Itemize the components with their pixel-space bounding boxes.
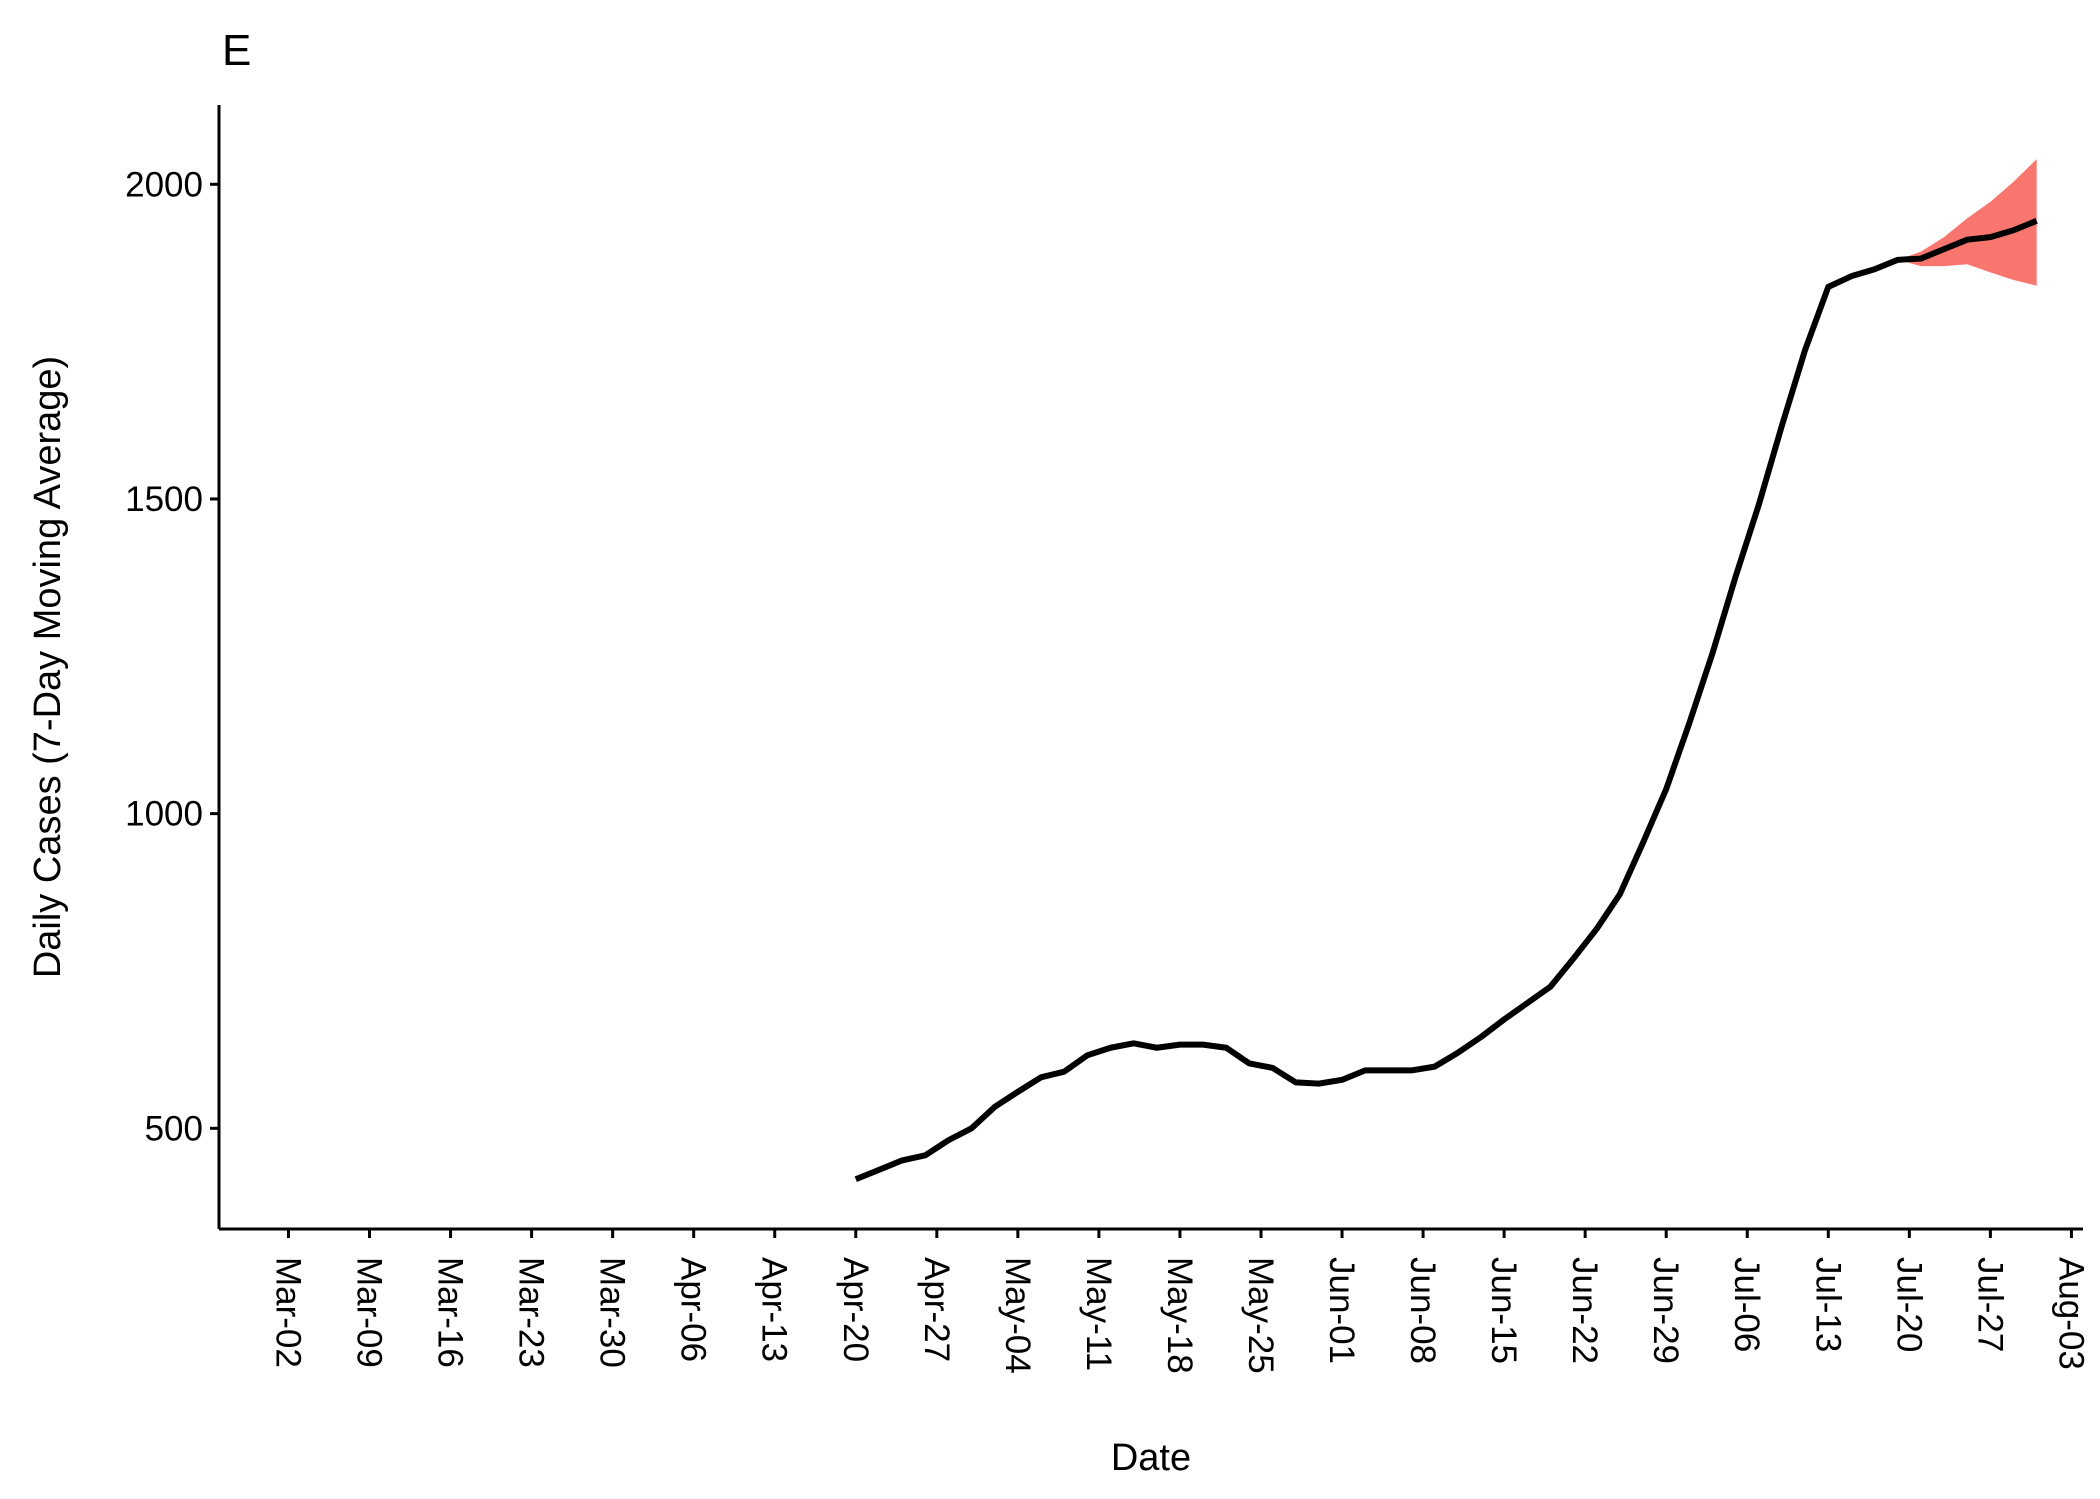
x-tick-label: May-11 — [1079, 1257, 1118, 1371]
y-tick-label: 1500 — [125, 480, 203, 519]
x-axis-title: Date — [1111, 1437, 1191, 1479]
y-tick-label: 500 — [145, 1109, 203, 1148]
x-tick-label: May-04 — [998, 1257, 1037, 1374]
x-tick-label: Jul-20 — [1889, 1257, 1928, 1352]
x-tick-label: Jun-01 — [1322, 1257, 1361, 1364]
x-tick-label: Jun-22 — [1565, 1257, 1604, 1364]
x-tick-label: Apr-13 — [755, 1257, 794, 1362]
x-tick-label: Jul-13 — [1808, 1257, 1847, 1352]
x-tick-label: Mar-30 — [593, 1257, 632, 1368]
x-tick-label: Mar-23 — [512, 1257, 551, 1368]
chart-title: E — [222, 26, 251, 75]
y-axis-title: Daily Cases (7-Day Moving Average) — [27, 356, 69, 978]
x-tick-label: Apr-06 — [674, 1257, 713, 1362]
confidence-band — [1897, 159, 2037, 286]
x-tick-label: Aug-03 — [2051, 1257, 2090, 1370]
x-tick-label: Jun-08 — [1403, 1257, 1442, 1364]
y-tick-label: 1000 — [125, 795, 203, 834]
x-tick-label: Mar-09 — [350, 1257, 389, 1368]
y-tick-label: 2000 — [125, 165, 203, 204]
x-tick-label: Jun-29 — [1646, 1257, 1685, 1364]
x-tick-label: May-25 — [1241, 1257, 1280, 1374]
x-tick-label: Mar-16 — [431, 1257, 470, 1368]
x-tick-label: May-18 — [1160, 1257, 1199, 1374]
x-tick-label: Jun-15 — [1484, 1257, 1523, 1364]
x-tick-label: Apr-27 — [917, 1257, 956, 1362]
x-tick-label: Mar-02 — [268, 1257, 307, 1368]
x-tick-label: Jul-06 — [1727, 1257, 1766, 1352]
series-line — [854, 218, 2038, 1183]
x-tick-label: Apr-20 — [836, 1257, 875, 1362]
x-tick-label: Jul-27 — [1970, 1257, 2009, 1352]
